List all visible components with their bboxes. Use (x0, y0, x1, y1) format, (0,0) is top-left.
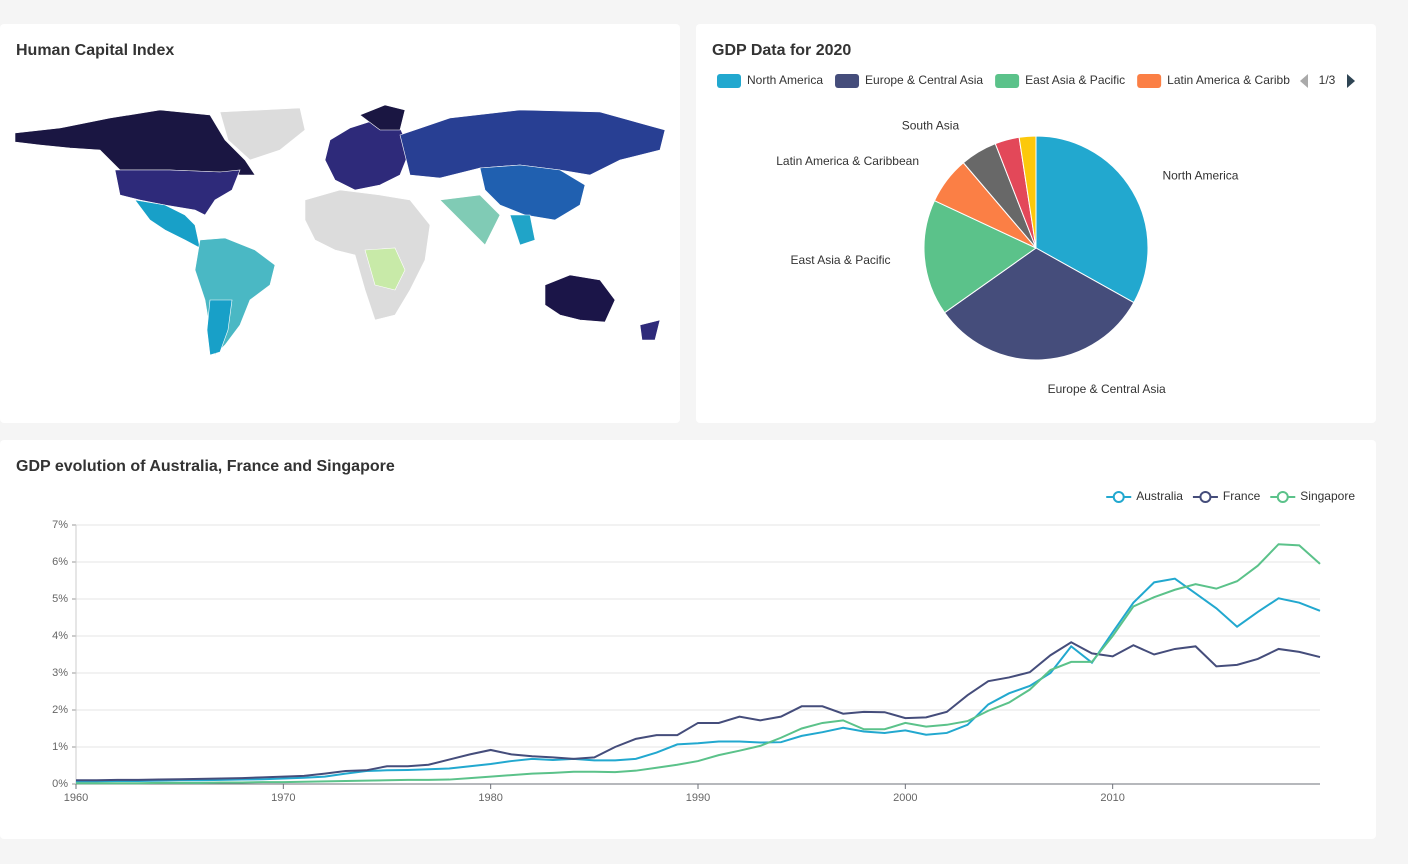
legend-page: 1/3 (1319, 73, 1336, 87)
x-tick-label: 1980 (478, 792, 502, 804)
legend-label: East Asia & Pacific (1025, 73, 1125, 87)
pie-slice (923, 199, 1037, 314)
line-panel (0, 440, 1376, 839)
slice-label: Europe & Central Asia (1048, 382, 1166, 396)
legend-swatch (1137, 74, 1162, 88)
slice-label: South Asia (902, 118, 960, 132)
legend-label: Singapore (1300, 489, 1355, 503)
y-tick-label: 3% (52, 667, 68, 679)
slice-label: North America (1162, 168, 1238, 182)
legend-dot (1276, 491, 1289, 503)
x-tick-label: 1960 (64, 792, 88, 804)
legend-label: Latin America & Caribbean (1167, 73, 1310, 87)
x-tick-label: 2010 (1100, 792, 1124, 804)
series-line (76, 543, 1321, 785)
legend-label: France (1223, 489, 1261, 503)
y-tick-label: 7% (52, 519, 68, 531)
slice-label: Latin America & Caribbean (776, 154, 919, 168)
line-title: GDP evolution of Australia, France and S… (16, 458, 395, 475)
pie-slice (943, 247, 1135, 361)
pie-slice (1035, 135, 1149, 304)
pie-legend: North America Europe & Central Asia East A… (717, 73, 1310, 88)
y-tick-label: 0% (52, 778, 68, 790)
legend-label: Europe & Central Asia (865, 73, 983, 87)
legend-prev (1300, 74, 1308, 88)
y-tick-label: 2% (52, 704, 68, 716)
legend-swatch (717, 74, 741, 88)
y-tick-label: 6% (52, 556, 68, 568)
legend-swatch (835, 74, 860, 88)
pie-slice (1018, 135, 1037, 249)
legend-label: North America (747, 73, 823, 87)
y-tick-label: 5% (52, 593, 68, 605)
legend-next[interactable] (1347, 74, 1355, 88)
x-tick-label: 1970 (271, 792, 295, 804)
series-line (76, 577, 1321, 783)
y-tick-label: 4% (52, 630, 68, 642)
slice-label: East Asia & Pacific (791, 253, 891, 267)
legend-dot (1199, 491, 1212, 503)
x-tick-label: 1990 (686, 792, 710, 804)
y-tick-label: 1% (52, 741, 68, 753)
pie-title: GDP Data for 2020 (712, 42, 851, 59)
map-title: Human Capital Index (16, 42, 174, 59)
legend-dot (1112, 491, 1125, 503)
x-tick-label: 2000 (893, 792, 917, 804)
world-map (14, 104, 666, 356)
legend-swatch (995, 74, 1020, 88)
legend-label: Australia (1136, 489, 1183, 503)
series-line (76, 641, 1321, 782)
